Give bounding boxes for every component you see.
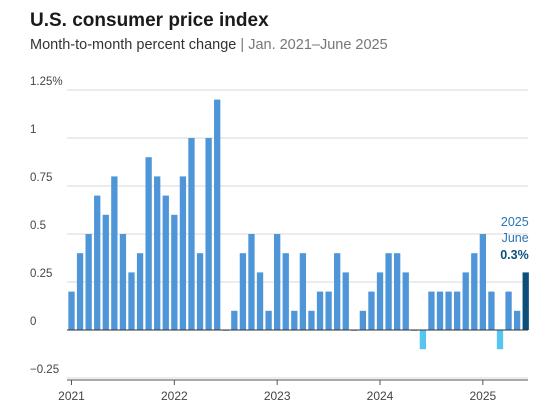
bar — [394, 253, 401, 330]
bar — [94, 195, 101, 330]
bar — [368, 291, 375, 330]
bar — [385, 253, 392, 330]
x-axis: 2021 2022 2023 2024 2025 — [58, 329, 528, 403]
annotation-year: 2025 — [501, 215, 529, 229]
x-tick-label: 2021 — [58, 389, 85, 403]
y-tick-label: 0.25 — [30, 268, 52, 280]
bar — [68, 291, 75, 330]
bar — [128, 272, 135, 330]
bar — [445, 291, 452, 330]
annotation-value: 0.3% — [500, 248, 529, 262]
bar — [256, 272, 264, 330]
bar — [76, 253, 84, 330]
bar — [471, 253, 478, 330]
bar — [196, 253, 204, 330]
bar — [454, 291, 461, 330]
y-tick-label: 1 — [30, 124, 36, 136]
y-tick-label: 0 — [30, 316, 36, 328]
x-tick-label: 2022 — [161, 389, 188, 403]
bar — [171, 214, 178, 330]
chart-subtitle: Month-to-month percent change | Jan. 202… — [30, 37, 388, 53]
bar — [359, 310, 367, 330]
bar — [282, 253, 289, 330]
bar — [214, 99, 221, 330]
bar — [334, 253, 341, 330]
subtitle-separator: | — [240, 37, 245, 53]
bar — [299, 253, 307, 330]
y-tick-label: 1.25% — [30, 76, 63, 88]
bar — [402, 272, 409, 330]
bar — [436, 291, 444, 330]
bar — [428, 291, 435, 330]
bar — [136, 253, 144, 330]
bar — [513, 310, 521, 330]
bar — [291, 310, 298, 330]
subtitle-main: Month-to-month percent change — [30, 37, 237, 53]
bar — [154, 176, 161, 330]
bar — [188, 138, 195, 330]
bar — [205, 138, 212, 330]
bar — [231, 310, 238, 330]
bar — [496, 330, 504, 350]
bar — [462, 272, 469, 330]
y-tick-label: 0.75 — [30, 172, 52, 184]
bar — [111, 176, 118, 330]
x-tick-label: 2024 — [367, 389, 394, 403]
bar — [265, 310, 272, 330]
bar — [248, 234, 255, 330]
june-2025-annotation: 2025 June 0.3% — [500, 215, 529, 262]
bar — [488, 291, 495, 330]
bar — [325, 291, 332, 330]
x-tick-label: 2025 — [470, 389, 497, 403]
bar — [274, 234, 281, 330]
bar — [479, 234, 487, 330]
y-axis-labels: 1.25% 1 0.75 0.5 0.25 0 −0.25 — [30, 76, 63, 376]
bar — [85, 234, 92, 330]
bar — [179, 176, 187, 330]
bars — [68, 99, 529, 350]
bar — [342, 272, 349, 330]
annotation-month: June — [502, 231, 529, 245]
bar — [316, 291, 324, 330]
bar — [376, 272, 384, 330]
bar — [419, 330, 427, 350]
bar — [308, 310, 315, 330]
bar — [522, 272, 529, 330]
x-tick-label: 2023 — [264, 389, 291, 403]
chart-title: U.S. consumer price index — [30, 10, 269, 31]
bar — [145, 157, 152, 330]
y-tick-label: −0.25 — [30, 364, 59, 376]
gridlines — [67, 89, 528, 379]
bar — [119, 234, 127, 330]
bar — [102, 214, 109, 330]
bar — [162, 195, 169, 330]
bar — [239, 253, 247, 330]
y-tick-label: 0.5 — [30, 220, 46, 232]
subtitle-range: Jan. 2021–June 2025 — [248, 37, 388, 53]
bar — [505, 291, 512, 330]
